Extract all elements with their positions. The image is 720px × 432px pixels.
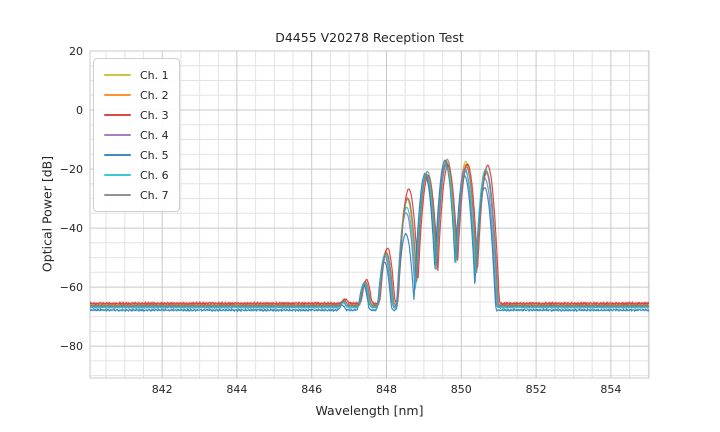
- x-tick-label: 842: [152, 383, 173, 396]
- x-tick-label: 844: [226, 383, 247, 396]
- legend-item: Ch. 2: [104, 85, 169, 105]
- series-lines: [90, 158, 649, 313]
- legend-item: Ch. 7: [104, 185, 169, 205]
- legend-item: Ch. 3: [104, 105, 169, 125]
- legend-label: Ch. 3: [140, 108, 169, 122]
- legend-label: Ch. 4: [140, 128, 169, 142]
- y-tick-label: −60: [60, 281, 83, 294]
- y-tick-label: 20: [69, 45, 83, 58]
- y-tick-label: −40: [60, 222, 83, 235]
- series-line-ch-3: [90, 163, 649, 306]
- y-axis-label: Optical Power [dB]: [39, 155, 55, 273]
- legend-label: Ch. 2: [140, 88, 169, 102]
- legend-line-swatch: [104, 134, 131, 136]
- y-tick-label: −20: [60, 163, 83, 176]
- series-line-ch-6: [90, 165, 649, 310]
- legend-label: Ch. 5: [140, 148, 169, 162]
- legend-line-swatch: [104, 114, 131, 116]
- x-tick-label: 850: [451, 383, 472, 396]
- y-tick-label: 0: [76, 104, 83, 117]
- legend-line-swatch: [104, 174, 131, 176]
- legend-item: Ch. 6: [104, 165, 169, 185]
- series-line-ch-5: [90, 159, 649, 313]
- x-tick-label: 852: [526, 383, 547, 396]
- legend-item: Ch. 4: [104, 125, 169, 145]
- legend-label: Ch. 6: [140, 168, 169, 182]
- plot-frame: [89, 50, 650, 379]
- legend-line-swatch: [104, 194, 131, 196]
- legend-item: Ch. 5: [104, 145, 169, 165]
- chart-title: D4455 V20278 Reception Test: [275, 30, 464, 45]
- x-tick-label: 848: [376, 383, 397, 396]
- legend-label: Ch. 7: [140, 188, 169, 202]
- y-tick-label: −80: [60, 340, 83, 353]
- x-tick-label: 854: [600, 383, 621, 396]
- x-tick-label: 846: [301, 383, 322, 396]
- legend-label: Ch. 1: [140, 68, 169, 82]
- legend-line-swatch: [104, 74, 131, 76]
- legend-line-swatch: [104, 94, 131, 96]
- x-axis-label: Wavelength [nm]: [315, 403, 424, 418]
- tick-labels: 842 844 846 848 850 852 854 20 0 −20 −40 −60 −80: [60, 45, 622, 396]
- series-line-ch-7: [90, 158, 649, 308]
- legend-line-swatch: [104, 154, 131, 156]
- legend-item: Ch. 1: [104, 65, 169, 85]
- legend-box: Ch. 1 Ch. 2 Ch. 3 Ch. 4 Ch. 5 Ch. 6 Ch. …: [93, 58, 180, 212]
